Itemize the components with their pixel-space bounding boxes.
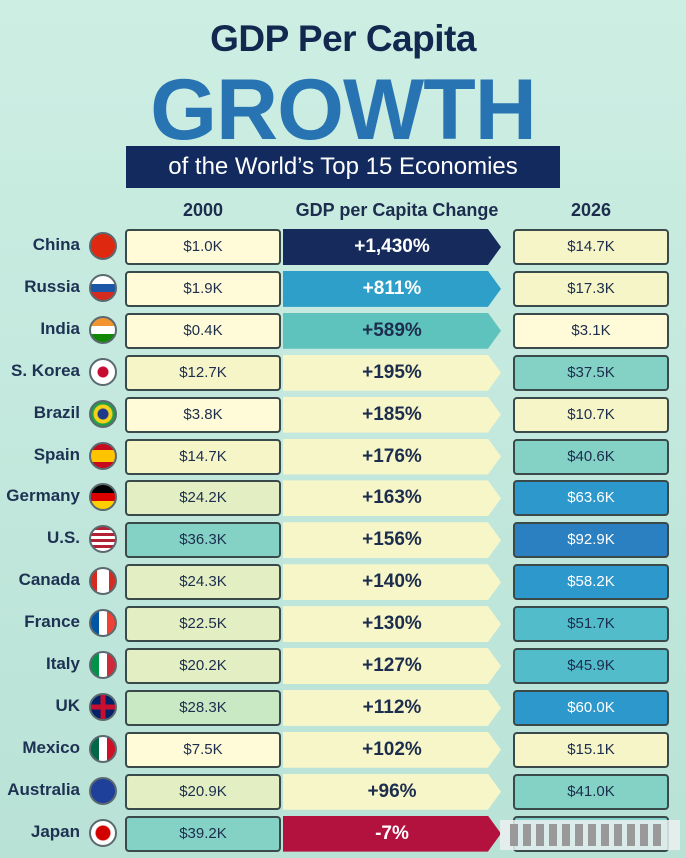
- change-arrow: +811%: [283, 270, 501, 307]
- change-arrow: +127%: [283, 648, 501, 684]
- value-2026: $3.1K: [513, 312, 669, 349]
- table-row: India $0.4K +589% $3.1K: [0, 310, 686, 352]
- country-name: France: [24, 612, 80, 632]
- table-row: S. Korea $12.7K +195% $37.5K: [0, 352, 686, 394]
- value-2026: $17.3K: [513, 270, 669, 307]
- value-2026: $41.0K: [513, 773, 669, 810]
- value-2026: $15.1K: [513, 731, 669, 768]
- change-arrow: +163%: [283, 480, 501, 517]
- value-2000: $14.7K: [125, 438, 281, 475]
- value-2000: $39.2K: [125, 815, 281, 852]
- country-name: Japan: [30, 821, 80, 841]
- country-name: Brazil: [33, 402, 80, 422]
- usa-flag-icon: [89, 525, 117, 554]
- change-arrow: +156%: [283, 522, 501, 559]
- value-2000: $1.0K: [125, 229, 281, 265]
- table-row: China $1.0K +1,430% $14.7K: [0, 226, 686, 268]
- subtitle-banner: of the World’s Top 15 Economies: [126, 146, 560, 188]
- table-row: Mexico $7.5K +102% $15.1K: [0, 729, 686, 771]
- change-arrow: +1,430%: [283, 229, 501, 265]
- column-header-change: GDP per Capita Change: [295, 200, 499, 220]
- change-arrow: +102%: [283, 731, 501, 768]
- value-2000: $20.2K: [125, 648, 281, 684]
- value-2026: $45.9K: [513, 648, 669, 684]
- country-name: Australia: [7, 779, 80, 799]
- change-arrow: +130%: [283, 606, 501, 643]
- country-name: Germany: [6, 486, 80, 506]
- value-2000: $3.8K: [125, 396, 281, 433]
- value-2026: $10.7K: [513, 396, 669, 433]
- table-row: UK $28.3K +112% $60.0K: [0, 687, 686, 729]
- column-header-2000: 2000: [182, 200, 224, 220]
- country-name: Mexico: [22, 737, 80, 757]
- value-2000: $36.3K: [125, 522, 281, 559]
- country-name: Spain: [33, 444, 80, 464]
- value-2026: $37.5K: [513, 354, 669, 391]
- india-flag-icon: [89, 315, 117, 344]
- change-arrow: +589%: [283, 312, 501, 349]
- value-2026: $40.6K: [513, 438, 669, 475]
- table-row: Canada $24.3K +140% $58.2K: [0, 561, 686, 603]
- brazil-flag-icon: [89, 399, 117, 428]
- title-line-2: GROWTH: [150, 62, 537, 158]
- country-name: Italy: [45, 654, 80, 673]
- value-2000: $0.4K: [125, 312, 281, 349]
- value-2026: $60.0K: [513, 689, 669, 726]
- value-2026: $63.6K: [513, 480, 669, 517]
- title-line-1: GDP Per Capita: [210, 18, 476, 59]
- value-2000: $24.3K: [125, 564, 281, 601]
- canada-flag-icon: [89, 567, 117, 596]
- table-row: Italy $20.2K +127% $45.9K: [0, 645, 686, 687]
- country-name: Russia: [24, 276, 80, 296]
- country-name: India: [40, 318, 80, 338]
- country-name: S. Korea: [11, 360, 80, 380]
- value-2000: $24.2K: [125, 480, 281, 517]
- uk-flag-icon: [89, 692, 117, 721]
- value-2026: $51.7K: [513, 606, 669, 643]
- value-2000: $28.3K: [125, 689, 281, 726]
- mexico-flag-icon: [89, 734, 117, 763]
- value-2026: $58.2K: [513, 564, 669, 601]
- table-row: France $22.5K +130% $51.7K: [0, 603, 686, 645]
- change-arrow: +195%: [283, 354, 501, 391]
- value-2000: $20.9K: [125, 773, 281, 810]
- country-name: UK: [55, 695, 80, 715]
- change-arrow: +140%: [283, 564, 501, 601]
- value-2000: $1.9K: [125, 270, 281, 307]
- spain-flag-icon: [89, 441, 117, 470]
- value-2000: $22.5K: [125, 606, 281, 643]
- value-2000: $12.7K: [125, 354, 281, 391]
- table-row: U.S. $36.3K +156% $92.9K: [0, 519, 686, 561]
- change-arrow: +176%: [283, 438, 501, 475]
- value-2026: $14.7K: [513, 229, 669, 265]
- value-2000: $7.5K: [125, 731, 281, 768]
- table-row: Spain $14.7K +176% $40.6K: [0, 436, 686, 478]
- change-arrow: +185%: [283, 396, 501, 433]
- change-arrow: +96%: [283, 773, 501, 810]
- table-row: Australia $20.9K +96% $41.0K: [0, 771, 686, 813]
- table-row: Brazil $3.8K +185% $10.7K: [0, 394, 686, 436]
- table-row: Germany $24.2K +163% $63.6K: [0, 477, 686, 519]
- column-header-2026: 2026: [570, 200, 612, 220]
- change-arrow: +112%: [283, 689, 501, 726]
- russia-flag-icon: [89, 273, 117, 302]
- germany-flag-icon: [89, 483, 117, 512]
- table-row: Russia $1.9K +811% $17.3K: [0, 268, 686, 310]
- china-flag-icon: [89, 232, 117, 260]
- country-name: Canada: [18, 570, 80, 590]
- australia-flag-icon: [89, 776, 117, 805]
- japan-flag-icon: [89, 818, 117, 847]
- country-name: U.S.: [46, 528, 80, 548]
- south-korea-flag-icon: [89, 357, 117, 386]
- france-flag-icon: [89, 609, 117, 638]
- italy-flag-icon: [89, 651, 117, 679]
- watermark: [500, 820, 680, 850]
- change-arrow: -7%: [283, 815, 501, 852]
- value-2026: $92.9K: [513, 522, 669, 559]
- country-name: China: [32, 235, 80, 254]
